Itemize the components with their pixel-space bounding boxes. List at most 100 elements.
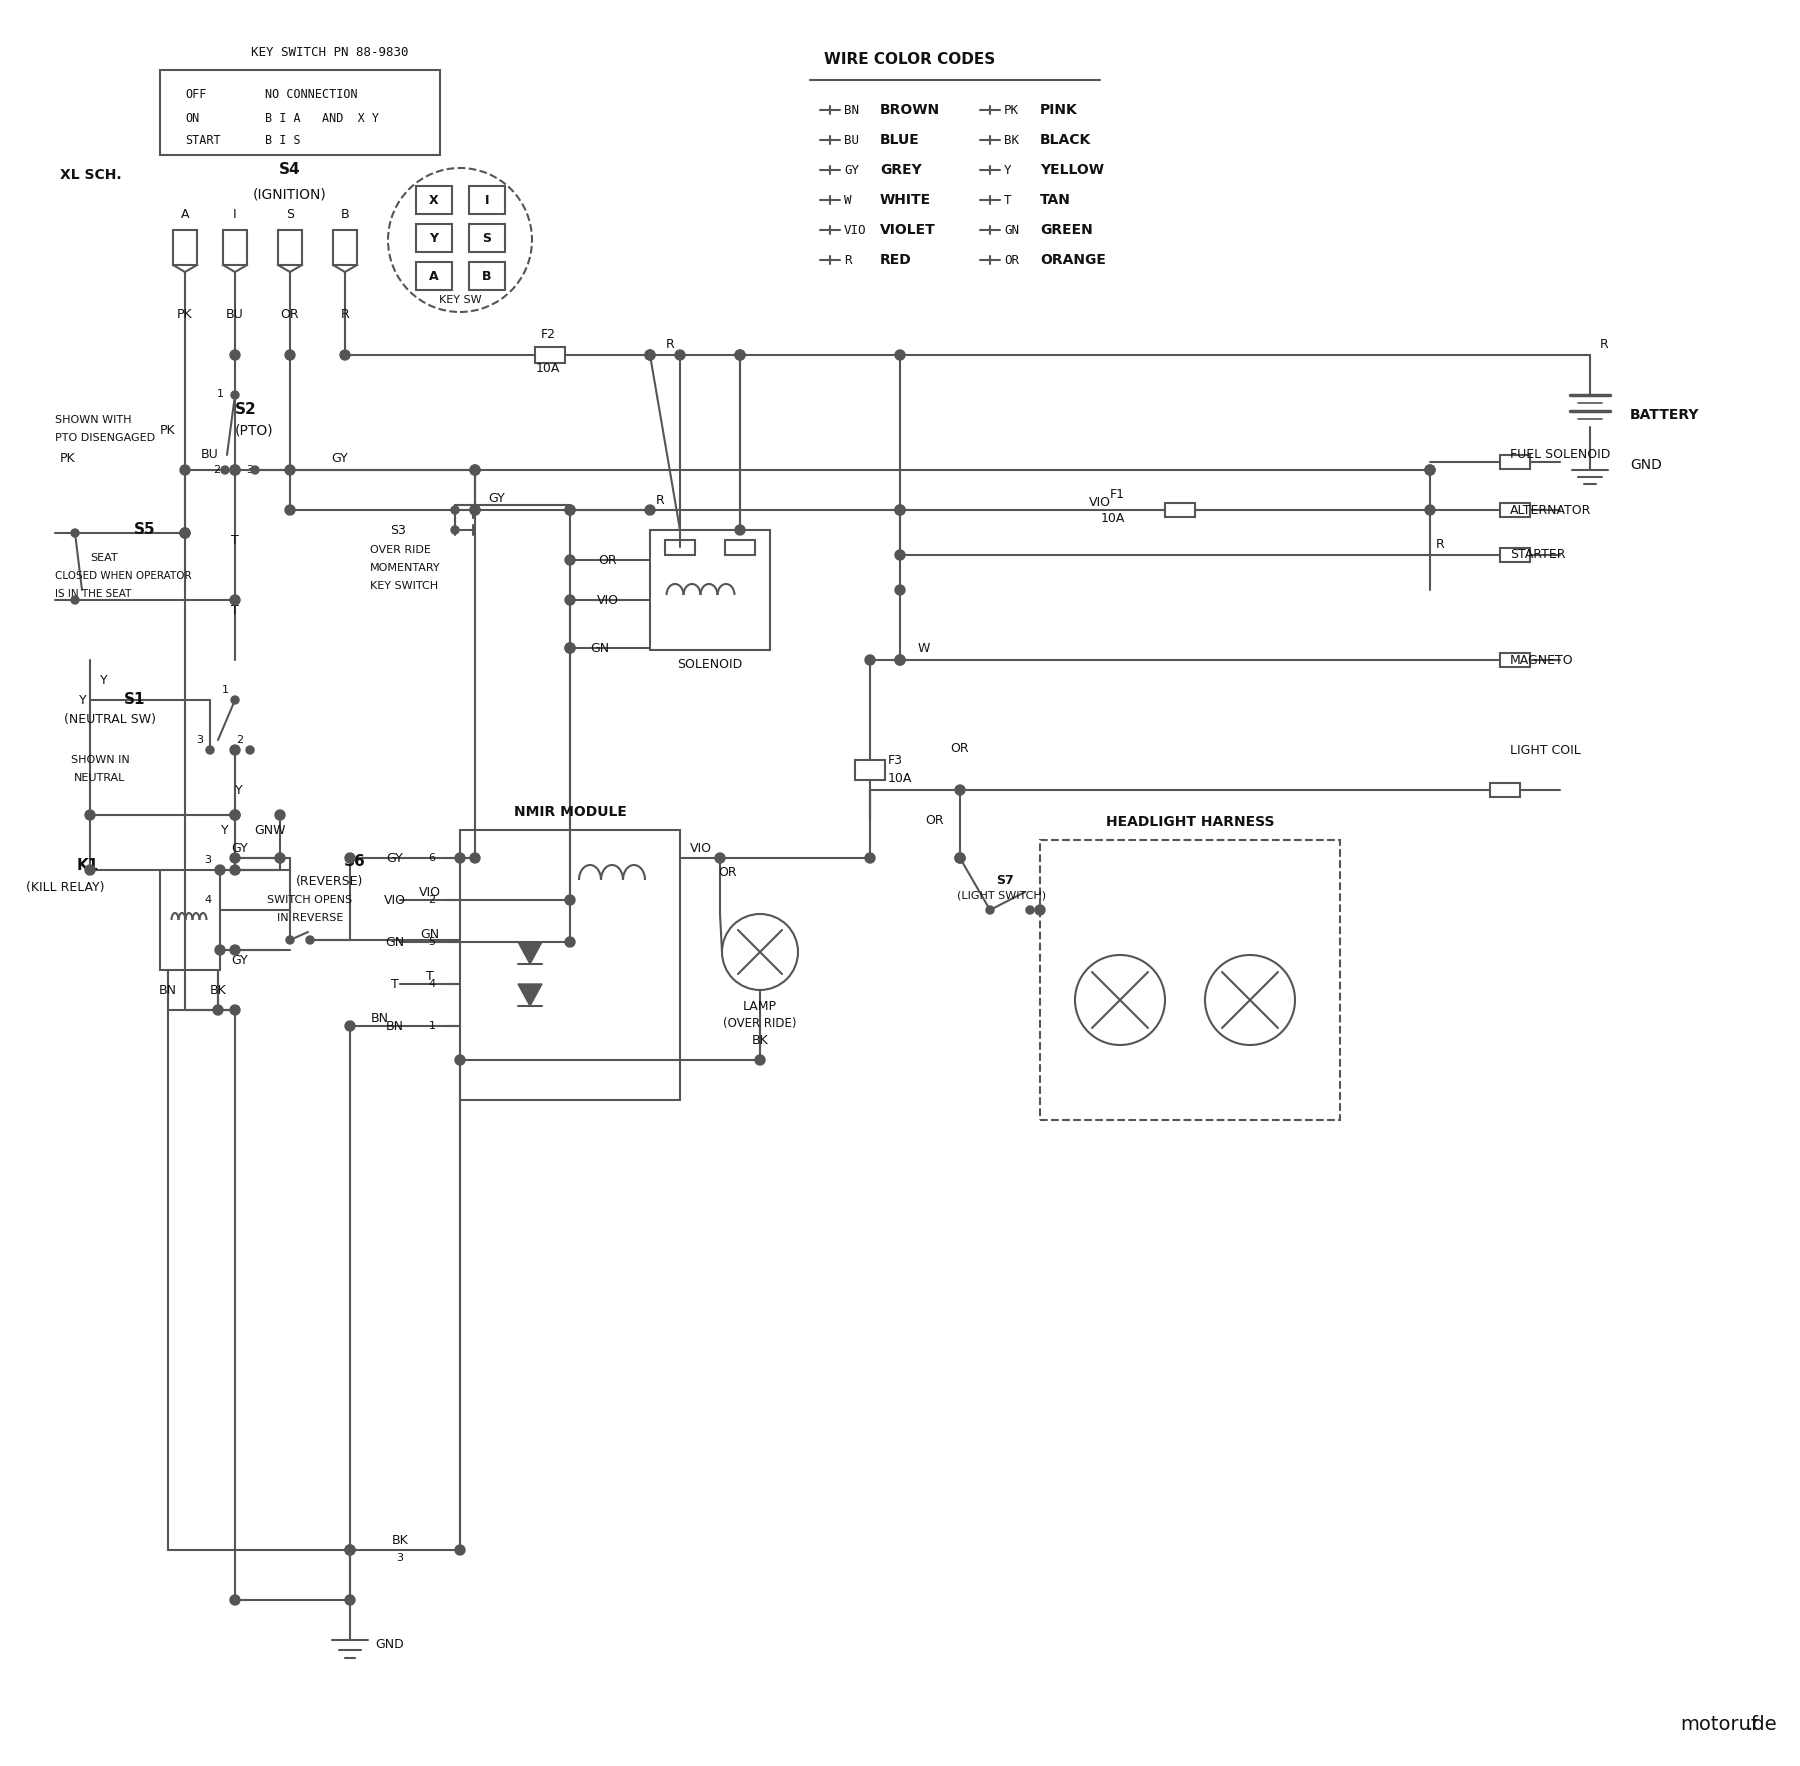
Circle shape	[675, 350, 686, 360]
Text: 1: 1	[221, 685, 229, 696]
Circle shape	[895, 655, 905, 666]
Circle shape	[230, 745, 239, 756]
Text: T: T	[230, 533, 239, 546]
Text: BK: BK	[1004, 134, 1019, 147]
Polygon shape	[518, 984, 542, 1007]
Text: ALTERNATOR: ALTERNATOR	[1510, 503, 1591, 516]
Text: BN: BN	[844, 104, 859, 117]
Text: S6: S6	[344, 855, 365, 869]
Bar	[223, 230, 247, 265]
Text: 1: 1	[428, 1021, 436, 1031]
Text: Y: Y	[1004, 164, 1012, 177]
Text: 3: 3	[196, 735, 203, 745]
Text: WHITE: WHITE	[880, 192, 931, 207]
Text: BU: BU	[844, 134, 859, 147]
Circle shape	[205, 745, 214, 754]
Text: GY: GY	[232, 954, 248, 966]
Circle shape	[455, 1054, 464, 1065]
Circle shape	[230, 811, 239, 819]
Text: 10A: 10A	[1100, 512, 1125, 525]
Text: 3: 3	[247, 464, 254, 475]
Circle shape	[346, 1595, 355, 1605]
Bar	[470, 185, 506, 214]
Bar	[1490, 782, 1519, 796]
Text: R: R	[1436, 539, 1444, 551]
Text: B I A   AND  X Y: B I A AND X Y	[265, 111, 380, 124]
Circle shape	[284, 505, 295, 516]
Text: .de: .de	[1748, 1715, 1778, 1734]
Text: PK: PK	[1004, 104, 1019, 117]
Text: SHOWN IN: SHOWN IN	[70, 756, 130, 765]
Circle shape	[565, 505, 574, 516]
Bar	[1040, 841, 1339, 1120]
Bar	[1499, 503, 1530, 517]
Circle shape	[247, 745, 254, 754]
Circle shape	[346, 1545, 355, 1556]
Text: R: R	[666, 339, 675, 351]
Circle shape	[230, 853, 239, 864]
Text: OVER RIDE: OVER RIDE	[371, 546, 430, 555]
Text: BLACK: BLACK	[1040, 132, 1091, 147]
Circle shape	[644, 350, 655, 360]
Circle shape	[470, 464, 481, 475]
Text: GN: GN	[590, 641, 610, 655]
Circle shape	[734, 350, 745, 360]
Circle shape	[389, 168, 533, 313]
Circle shape	[455, 853, 464, 864]
Text: 2: 2	[236, 735, 243, 745]
Text: F1: F1	[1111, 489, 1125, 502]
Bar	[1499, 547, 1530, 562]
Circle shape	[895, 350, 905, 360]
Text: R: R	[1600, 339, 1609, 351]
Text: B: B	[340, 208, 349, 221]
Circle shape	[230, 1595, 239, 1605]
Text: F2: F2	[540, 328, 556, 341]
Text: RED: RED	[880, 253, 913, 267]
Bar	[160, 71, 439, 155]
Text: MAGNETO: MAGNETO	[1510, 653, 1573, 666]
Bar	[461, 830, 680, 1100]
Text: GREEN: GREEN	[1040, 223, 1093, 237]
Circle shape	[180, 528, 191, 539]
Text: T: T	[427, 970, 434, 982]
Text: (REVERSE): (REVERSE)	[297, 876, 364, 888]
Text: IS IN THE SEAT: IS IN THE SEAT	[56, 590, 131, 599]
Circle shape	[565, 643, 574, 653]
Text: BK: BK	[392, 1533, 409, 1547]
Text: KEY SWITCH PN 88-9830: KEY SWITCH PN 88-9830	[252, 46, 409, 58]
Text: W: W	[844, 194, 851, 207]
Text: I: I	[234, 208, 238, 221]
Text: SOLENOID: SOLENOID	[677, 659, 743, 671]
Text: NMIR MODULE: NMIR MODULE	[513, 805, 626, 819]
Circle shape	[346, 853, 355, 864]
Circle shape	[221, 466, 229, 473]
Circle shape	[230, 595, 239, 606]
Circle shape	[895, 585, 905, 595]
Text: GN: GN	[385, 936, 405, 948]
Text: LAMP: LAMP	[743, 1001, 778, 1014]
Text: VIO: VIO	[844, 224, 866, 237]
Circle shape	[455, 1545, 464, 1556]
Text: START: START	[185, 134, 221, 148]
Circle shape	[734, 525, 745, 535]
Circle shape	[286, 936, 293, 945]
Text: GNW: GNW	[254, 823, 286, 837]
Text: K1: K1	[77, 858, 99, 872]
Text: XL SCH.: XL SCH.	[59, 168, 122, 182]
Circle shape	[470, 505, 481, 516]
Text: S2: S2	[236, 403, 257, 417]
Bar	[725, 540, 754, 555]
Text: WIRE COLOR CODES: WIRE COLOR CODES	[824, 53, 995, 67]
Circle shape	[85, 811, 95, 819]
Circle shape	[230, 696, 239, 705]
Circle shape	[866, 853, 875, 864]
Bar	[1499, 653, 1530, 668]
Text: Y: Y	[221, 823, 229, 837]
Bar	[1499, 456, 1530, 470]
Circle shape	[565, 505, 574, 516]
Text: GY: GY	[331, 452, 349, 464]
Text: R: R	[844, 254, 851, 267]
Text: KEY SWITCH: KEY SWITCH	[371, 581, 437, 592]
Text: S3: S3	[391, 523, 405, 537]
Text: BU: BU	[202, 449, 220, 461]
